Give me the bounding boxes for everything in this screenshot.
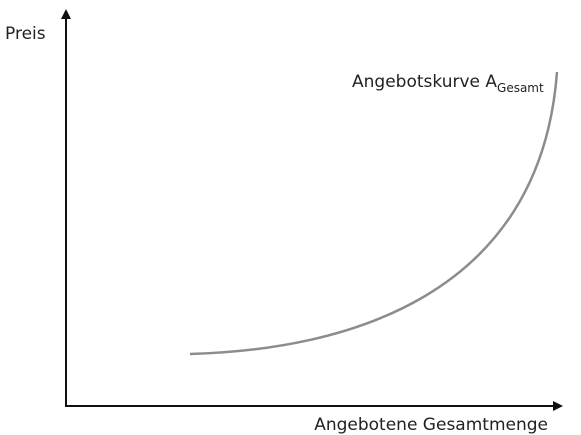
supply-curve [189, 71, 559, 356]
x-axis-label: Angebotene Gesamtmenge [314, 415, 548, 435]
y-axis-label: Preis [5, 24, 46, 44]
curve-label-main: Angebotskurve A [352, 72, 497, 92]
curve-label-subscript: Gesamt [497, 81, 544, 95]
curve-label: Angebotskurve AGesamt [352, 72, 544, 95]
